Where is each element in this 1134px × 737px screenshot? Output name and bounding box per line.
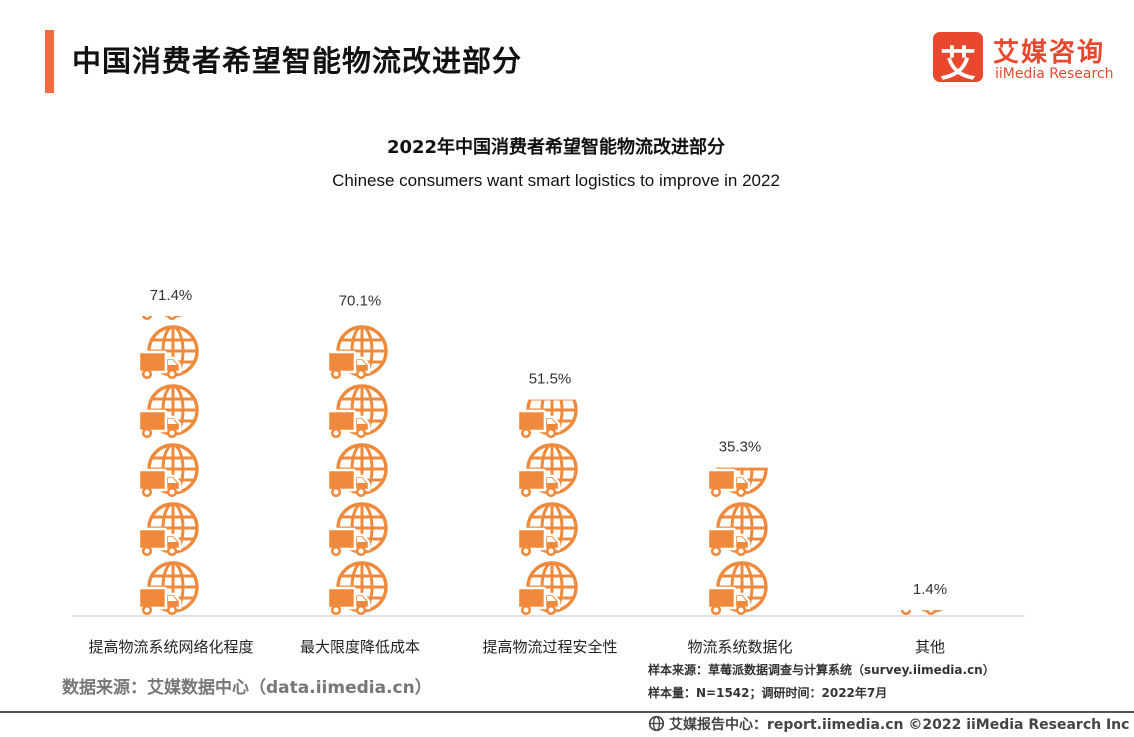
logo-name-cn: 艾媒咨询 xyxy=(993,38,1106,68)
chart-title: 2022年中国消费者希望智能物流改进部分 xyxy=(386,137,726,158)
value-label-5: 1.4% xyxy=(913,581,947,598)
bar-2 xyxy=(326,325,388,616)
title-accent-bar xyxy=(45,30,54,93)
category-label-5: 其他 xyxy=(915,638,945,656)
bar-1 xyxy=(137,316,199,616)
logo-badge: 艾 xyxy=(933,32,983,85)
category-label-1: 提高物流系统网络化程度 xyxy=(88,638,253,656)
logo-name-en: iiMedia Research xyxy=(995,66,1114,82)
page-title: 中国消费者希望智能物流改进部分 xyxy=(72,44,523,78)
data-source: 数据来源：艾媒数据中心（data.iimedia.cn） xyxy=(62,678,432,698)
sample-size-note: 样本量：N=1542；调研时间：2022年7月 xyxy=(648,686,888,700)
category-label-2: 最大限度降低成本 xyxy=(300,638,420,656)
value-label-1: 71.4% xyxy=(150,287,193,304)
value-label-3: 51.5% xyxy=(529,371,572,388)
logo-badge-char: 艾 xyxy=(939,44,976,85)
footer-copyright-text: 艾媒报告中心：report.iimedia.cn ©2022 iiMedia R… xyxy=(669,717,1130,733)
value-label-4: 35.3% xyxy=(719,439,762,456)
globe-icon xyxy=(648,715,665,732)
chart-subtitle: Chinese consumers want smart logistics t… xyxy=(332,171,780,190)
pictogram-bar-chart: 71.4% 提高物流系统网络化程度 70.1% 最大限度降低成本 51.5% 提高物流过程… xyxy=(72,287,1025,656)
sample-source-note: 样本来源：草莓派数据调查与计算系统（survey.iimedia.cn） xyxy=(648,663,995,677)
footer-copyright: 艾媒报告中心：report.iimedia.cn ©2022 iiMedia R… xyxy=(648,714,1129,734)
category-label-3: 提高物流过程安全性 xyxy=(482,638,617,656)
value-label-2: 70.1% xyxy=(339,292,382,309)
bar-3 xyxy=(516,399,578,616)
bar-4 xyxy=(706,467,768,616)
category-label-4: 物流系统数据化 xyxy=(687,638,792,656)
brand-logo: 艾 艾媒咨询 iiMedia Research xyxy=(933,32,1123,87)
footer-divider xyxy=(0,711,1134,713)
